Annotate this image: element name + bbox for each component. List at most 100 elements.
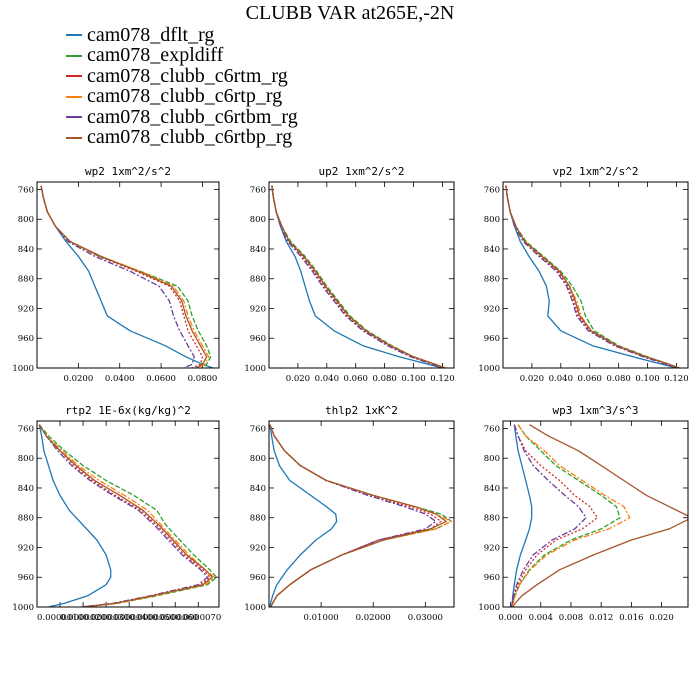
legend: cam078_dflt_rg cam078_expldiff cam078_cl…: [66, 24, 298, 149]
x-tick-label: 0.0000060: [152, 613, 198, 623]
x-tick-label: 0.0400: [105, 374, 135, 384]
y-tick-label: 1000: [478, 364, 500, 374]
x-tick-label: 0.040: [315, 374, 339, 384]
legend-item: cam078_clubb_c6rtbp_rg: [66, 126, 298, 149]
y-tick-label: 920: [250, 304, 266, 314]
series-line: [271, 185, 445, 368]
series-line: [505, 185, 677, 368]
panel-5: wp3 1xm^3/s^3 760 800 840 880 920 960 10000.000…: [478, 404, 689, 623]
legend-swatch: [66, 136, 82, 139]
x-tick-label: 0.02000: [356, 613, 391, 623]
x-tick-label: 0.060: [578, 374, 602, 384]
x-tick-label: 0.004: [529, 613, 553, 623]
plot-frame: [36, 181, 220, 369]
y-tick-label: 760: [250, 424, 266, 434]
series-line: [505, 185, 679, 368]
x-tick-label: 0.016: [619, 613, 643, 623]
y-tick-label: 1000: [244, 603, 266, 613]
y-tick-label: 800: [250, 215, 266, 225]
x-tick-label: 0.020: [520, 374, 544, 384]
y-tick-label: 1000: [244, 364, 266, 374]
panel-1: up2 1xm^2/s^2 760 800 840 880 920 960 1000 0.020…: [244, 165, 454, 384]
series-line: [271, 185, 443, 368]
series-line: [38, 424, 211, 607]
series-line: [38, 424, 213, 607]
y-tick-label: 960: [250, 334, 266, 344]
series-line: [505, 185, 680, 368]
y-tick-label: 840: [250, 245, 266, 255]
x-tick-label: 0.0000030: [83, 613, 129, 623]
y-tick-label: 960: [484, 573, 500, 583]
y-tick-label: 800: [18, 454, 34, 464]
y-tick-label: 840: [484, 484, 500, 494]
x-tick-label: 0.008: [559, 613, 583, 623]
x-tick-label: 0.0600: [146, 374, 176, 384]
y-tick-label: 920: [484, 304, 500, 314]
y-tick-label: 880: [18, 275, 34, 285]
y-tick-label: 920: [18, 543, 34, 553]
legend-swatch: [66, 95, 82, 98]
x-tick-label: 0.100: [635, 374, 659, 384]
panel-title: wp3 1xm^3/s^3: [552, 404, 638, 417]
series-line: [269, 424, 447, 607]
legend-item: cam078_clubb_c6rtbm_rg: [66, 105, 298, 128]
y-tick-label: 760: [18, 424, 34, 434]
series-line: [511, 424, 621, 607]
y-tick-label: 760: [484, 424, 500, 434]
series-line: [511, 424, 631, 607]
series-line: [505, 185, 680, 368]
panel-4: thlp2 1xK^2 760 800 840 880 920 960 1000 0.01000…: [244, 404, 455, 623]
x-tick-label: 0.020: [649, 613, 673, 623]
series-line: [271, 185, 443, 368]
x-tick-label: 0.0000040: [106, 613, 152, 623]
y-tick-label: 880: [484, 275, 500, 285]
x-tick-label: 0.0000070: [175, 613, 221, 623]
y-tick-label: 800: [18, 215, 34, 225]
series-line: [505, 185, 680, 368]
series-line: [40, 185, 210, 368]
legend-swatch: [66, 116, 82, 119]
series-line: [510, 424, 533, 607]
legend-item: cam078_dflt_rg: [66, 24, 298, 46]
x-tick-label: 0.0800: [188, 374, 218, 384]
series-line: [271, 185, 446, 368]
legend-item: cam078_clubb_c6rtm_rg: [66, 65, 298, 87]
panel-0: wp2 1xm^2/s^2 760 800 840 880 920 960 1000 0.020…: [12, 165, 220, 384]
series-group: [40, 185, 214, 368]
x-tick-label: 0.120: [664, 374, 688, 384]
series-line: [38, 424, 209, 607]
legend-label: cam078_clubb_c6rtbp_rg: [87, 126, 293, 149]
x-tick-label: 0.000: [498, 613, 522, 623]
x-tick-label: 0.0000050: [129, 613, 175, 623]
series-line: [512, 424, 688, 607]
y-tick-label: 960: [484, 334, 500, 344]
series-line: [38, 424, 216, 607]
y-tick-label: 840: [18, 484, 34, 494]
y-tick-label: 960: [18, 573, 34, 583]
y-tick-label: 1000: [478, 603, 500, 613]
y-tick-label: 920: [484, 543, 500, 553]
y-tick-label: 800: [250, 454, 266, 464]
series-line: [269, 424, 437, 607]
x-tick-label: 0.120: [430, 374, 454, 384]
series-group: [510, 424, 688, 607]
y-tick-label: 760: [18, 185, 34, 195]
y-tick-label: 880: [250, 275, 266, 285]
series-line: [269, 424, 442, 607]
series-line: [40, 185, 195, 368]
legend-label: cam078_clubb_c6rtbm_rg: [87, 105, 298, 128]
x-tick-label: 0.100: [401, 374, 425, 384]
panel-title: wp2 1xm^2/s^2: [85, 165, 171, 178]
series-line: [269, 424, 338, 607]
y-tick-label: 840: [18, 245, 34, 255]
panel-title: up2 1xm^2/s^2: [318, 165, 404, 178]
series-line: [271, 185, 446, 368]
x-tick-label: 0.060: [344, 374, 368, 384]
x-tick-label: 0.03000: [408, 613, 443, 623]
legend-swatch: [66, 75, 82, 78]
series-line: [40, 185, 208, 368]
x-tick-label: 0.0000010: [37, 613, 83, 623]
plot-frame: [36, 420, 220, 608]
plot-frame: [268, 181, 455, 369]
